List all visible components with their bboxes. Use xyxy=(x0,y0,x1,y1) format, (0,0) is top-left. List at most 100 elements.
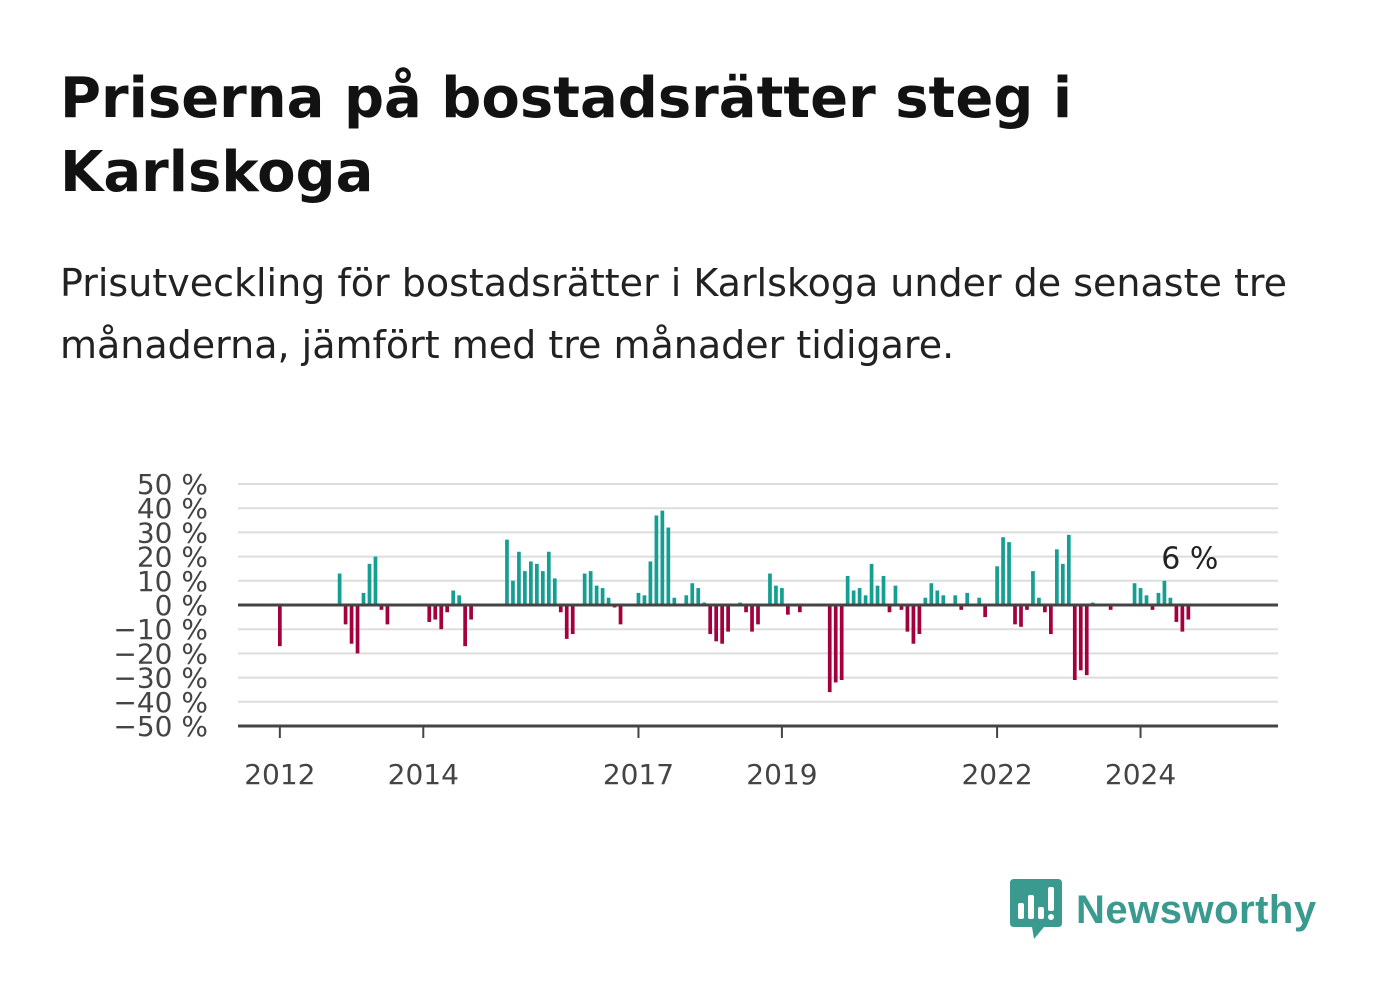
bar xyxy=(672,597,677,605)
bar xyxy=(1138,588,1143,605)
bar xyxy=(774,585,778,605)
bar xyxy=(744,605,748,613)
latest-value-annotation: 6 % xyxy=(1161,542,1218,577)
bar xyxy=(941,595,946,605)
bar xyxy=(714,605,719,642)
bar xyxy=(606,597,611,605)
y-tick-label: −50 % xyxy=(113,710,208,743)
bar xyxy=(600,588,605,605)
bar xyxy=(1162,580,1167,605)
bar xyxy=(648,561,653,605)
bar xyxy=(558,605,563,613)
x-tick-label: 2024 xyxy=(1105,758,1176,791)
bar xyxy=(570,605,575,635)
bar xyxy=(857,588,862,605)
bar xyxy=(582,573,587,605)
x-tick-label: 2022 xyxy=(961,758,1032,791)
y-tick-label: 30 % xyxy=(137,516,208,549)
bar xyxy=(1066,534,1071,605)
bar xyxy=(439,605,444,630)
bar xyxy=(1055,549,1059,605)
bar xyxy=(905,605,910,632)
bar xyxy=(768,573,772,605)
bar xyxy=(696,588,701,605)
bar xyxy=(1013,605,1017,625)
bar xyxy=(1019,605,1023,627)
bar xyxy=(780,588,784,605)
bar xyxy=(983,605,987,618)
bar xyxy=(893,585,898,605)
bar xyxy=(361,592,366,605)
y-tick-label: −10 % xyxy=(113,613,208,646)
bar xyxy=(684,595,689,605)
bar xyxy=(1084,605,1089,676)
bar xyxy=(469,605,473,620)
bar xyxy=(1078,605,1083,671)
bar xyxy=(1168,597,1173,605)
bar xyxy=(552,578,557,605)
axes xyxy=(238,603,1278,738)
bar xyxy=(343,605,348,625)
bar xyxy=(881,575,886,605)
bar xyxy=(935,590,940,605)
price-change-bar-chart: 50 %40 %30 %20 %10 %0 %−10 %−20 %−30 %−4… xyxy=(113,468,1278,791)
bar xyxy=(786,605,790,615)
bar xyxy=(1186,605,1191,620)
bar xyxy=(887,605,892,613)
bar xyxy=(953,595,958,605)
bar xyxy=(451,590,456,605)
bar xyxy=(977,597,982,605)
y-tick-label: 20 % xyxy=(137,541,208,574)
bar xyxy=(277,605,282,647)
bar xyxy=(929,583,934,605)
bar xyxy=(911,605,916,644)
bar xyxy=(1043,605,1047,613)
y-tick-label: −20 % xyxy=(113,637,208,670)
bar xyxy=(995,566,999,605)
brand-name: Newsworthy xyxy=(1076,887,1317,932)
bar xyxy=(618,605,623,625)
bar xyxy=(845,575,850,605)
y-tick-label: 40 % xyxy=(137,492,208,525)
bar xyxy=(869,563,874,605)
newsworthy-logo-icon xyxy=(1010,879,1062,939)
x-tick-label: 2019 xyxy=(746,758,817,791)
y-tick-label: −40 % xyxy=(113,686,208,719)
chart-title: Priserna på bostadsrätter steg i Karlsko… xyxy=(60,66,1073,205)
bar xyxy=(965,592,970,605)
bar xyxy=(1108,605,1113,610)
grid-lines xyxy=(238,483,1278,703)
bar xyxy=(505,539,509,605)
bar xyxy=(594,585,599,605)
bar xyxy=(373,556,378,605)
bar xyxy=(1144,595,1149,605)
bar xyxy=(708,605,713,635)
x-tick-label: 2012 xyxy=(244,758,315,791)
bar xyxy=(863,595,868,605)
bar xyxy=(529,561,533,605)
bar xyxy=(535,563,539,605)
bar xyxy=(851,590,856,605)
bar xyxy=(546,551,551,605)
bar xyxy=(1180,605,1185,632)
bar xyxy=(457,595,462,605)
x-tick-label: 2014 xyxy=(388,758,459,791)
bar xyxy=(827,605,832,693)
bar xyxy=(720,605,724,644)
bar xyxy=(654,515,659,605)
bar xyxy=(588,571,593,605)
bar xyxy=(1049,605,1053,635)
bar xyxy=(355,605,360,654)
bar xyxy=(1001,537,1005,605)
bar xyxy=(797,605,802,613)
bar xyxy=(636,592,641,605)
bar xyxy=(923,597,928,605)
bar xyxy=(833,605,838,683)
bar xyxy=(1031,571,1035,605)
bar xyxy=(540,571,545,605)
bar xyxy=(642,595,647,605)
bar xyxy=(564,605,569,639)
x-tick-label: 2017 xyxy=(603,758,674,791)
bar xyxy=(959,605,964,610)
bars xyxy=(277,510,1191,693)
